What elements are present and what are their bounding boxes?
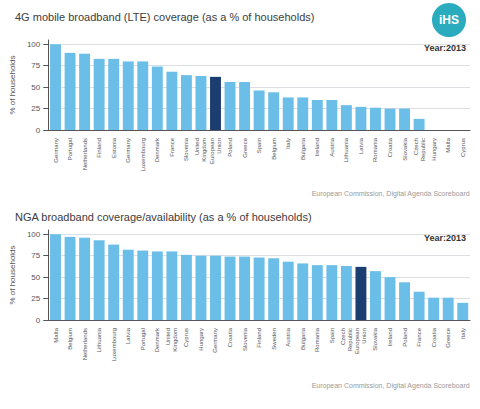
svg-text:50: 50 [31,273,40,282]
svg-text:Sweden: Sweden [271,328,277,350]
svg-text:France: France [169,137,175,156]
svg-text:Bulgaria: Bulgaria [300,327,306,350]
svg-text:4G mobile broadband (LTE) cove: 4G mobile broadband (LTE) coverage (as a… [15,11,314,23]
svg-text:Union: Union [361,328,367,344]
svg-text:Ireland: Ireland [387,328,393,346]
svg-text:Finland: Finland [256,328,262,348]
svg-text:0: 0 [36,316,41,325]
svg-text:Germany: Germany [212,328,218,353]
svg-text:Slovenia: Slovenia [242,327,248,351]
svg-text:Ireland: Ireland [314,138,320,156]
svg-text:Kingdom: Kingdom [172,328,178,352]
svg-text:Republic: Republic [347,328,353,351]
svg-text:Denmark: Denmark [154,327,160,352]
svg-text:Cyprus: Cyprus [460,138,466,157]
svg-text:Year:2013: Year:2013 [424,43,466,53]
svg-text:Denmark: Denmark [154,137,160,162]
svg-text:Bulgaria: Bulgaria [300,137,306,160]
svg-text:50: 50 [31,83,40,92]
svg-text:Croatia: Croatia [431,327,437,347]
svg-text:Lithuania: Lithuania [343,137,349,162]
svg-text:Year:2013: Year:2013 [424,233,466,243]
svg-text:United: United [194,138,200,155]
svg-text:Germany: Germany [53,138,59,163]
svg-text:Luxembourg: Luxembourg [111,328,117,361]
svg-text:Greece: Greece [445,327,451,347]
svg-text:United: United [165,328,171,345]
svg-text:NGA broadband coverage/availab: NGA broadband coverage/availability (as … [15,211,312,223]
svg-text:Netherlands: Netherlands [82,138,88,170]
svg-text:Republic: Republic [420,138,426,161]
svg-text:25: 25 [31,294,40,303]
svg-text:25: 25 [31,104,40,113]
svg-text:Malta: Malta [53,327,59,342]
svg-text:Finland: Finland [96,138,102,158]
svg-text:Poland: Poland [402,328,408,347]
svg-text:Romania: Romania [314,327,320,352]
svg-text:Hungary: Hungary [431,138,437,161]
svg-text:Belgium: Belgium [67,328,73,350]
svg-text:Malta: Malta [445,137,451,152]
svg-text:Italy: Italy [460,328,466,339]
svg-text:75: 75 [31,61,40,70]
svg-text:Hungary: Hungary [198,328,204,351]
svg-text:Netherlands: Netherlands [82,328,88,360]
svg-text:iHS: iHS [439,13,459,27]
svg-text:Luxembourg: Luxembourg [140,138,146,171]
svg-text:Belgium: Belgium [271,138,277,160]
svg-text:European: European [209,138,215,164]
svg-text:Croatia: Croatia [227,327,233,347]
svg-text:Austria: Austria [285,327,291,346]
svg-text:France: France [416,327,422,346]
svg-text:Czech: Czech [413,138,419,155]
svg-text:Czech: Czech [340,328,346,345]
svg-text:Kingdom: Kingdom [201,138,207,162]
svg-text:Slovenia: Slovenia [183,137,189,161]
svg-text:Greece: Greece [242,137,248,157]
svg-text:100: 100 [27,230,41,239]
svg-text:Croatia: Croatia [387,137,393,157]
svg-text:Romania: Romania [372,137,378,162]
svg-text:Slovakia: Slovakia [372,327,378,350]
svg-text:% of households: % of households [8,245,17,304]
svg-text:Germany: Germany [125,138,131,163]
svg-text:European Commission, Digital A: European Commission, Digital Agenda Scor… [312,382,470,390]
svg-text:Portugal: Portugal [140,328,146,350]
svg-text:0: 0 [36,126,41,135]
svg-text:Portugal: Portugal [67,138,73,160]
svg-text:European: European [354,328,360,354]
svg-text:Latvia: Latvia [125,327,131,344]
svg-text:Austria: Austria [329,137,335,156]
svg-text:Lithuania: Lithuania [96,327,102,352]
svg-text:Estonia: Estonia [111,137,117,158]
svg-text:Spain: Spain [329,328,335,343]
svg-text:100: 100 [27,40,41,49]
svg-text:Cyprus: Cyprus [183,328,189,347]
svg-text:Union: Union [216,138,222,154]
svg-text:% of households: % of households [8,55,17,114]
svg-text:Poland: Poland [227,138,233,157]
svg-text:Slovakia: Slovakia [402,137,408,160]
svg-text:European Commission, Digital A: European Commission, Digital Agenda Scor… [312,190,470,198]
svg-text:Italy: Italy [285,138,291,149]
svg-text:75: 75 [31,251,40,260]
svg-text:Latvia: Latvia [358,137,364,154]
svg-text:Spain: Spain [256,138,262,153]
